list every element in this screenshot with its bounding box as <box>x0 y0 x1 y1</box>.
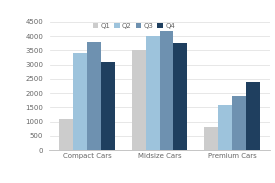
Bar <box>87 42 101 150</box>
Bar <box>59 119 73 150</box>
Bar <box>204 127 218 150</box>
Bar <box>173 43 187 150</box>
Bar <box>246 82 260 150</box>
Bar <box>101 62 115 150</box>
Bar <box>73 53 87 150</box>
Legend: Q1, Q2, Q3, Q4: Q1, Q2, Q3, Q4 <box>93 23 175 29</box>
Bar <box>218 104 232 150</box>
Bar <box>132 51 146 150</box>
Bar <box>146 36 159 150</box>
Bar <box>232 96 246 150</box>
Bar <box>160 31 173 150</box>
